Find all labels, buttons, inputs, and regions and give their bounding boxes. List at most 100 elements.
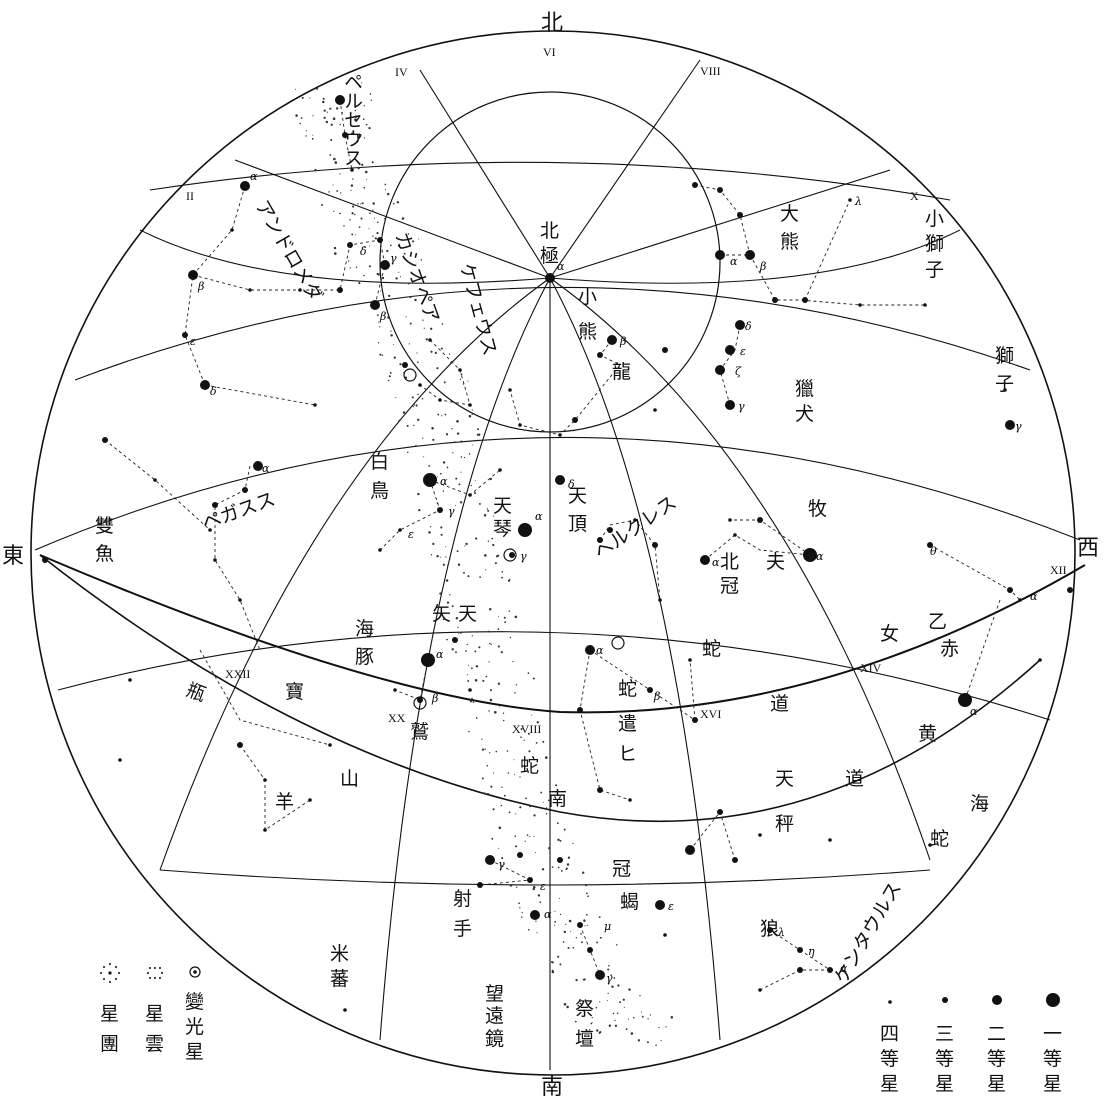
milky-way-dot bbox=[563, 930, 567, 934]
milky-way-dot bbox=[555, 784, 558, 787]
zenith-label-1: 天 bbox=[568, 485, 587, 507]
milky-way-dot bbox=[584, 883, 588, 887]
milky-way-dot bbox=[596, 941, 599, 944]
milky-way-dot bbox=[363, 274, 365, 277]
milky-way-dot bbox=[373, 217, 376, 219]
milky-way-dot bbox=[547, 799, 550, 802]
milky-way-dot bbox=[615, 944, 618, 946]
legend-cluster-label-1: 星 bbox=[100, 1003, 119, 1025]
milky-way-dot bbox=[468, 664, 469, 666]
milky-way-dot bbox=[451, 648, 454, 651]
milky-way-dot bbox=[363, 137, 366, 139]
hydra-label-2: 蛇 bbox=[930, 828, 949, 850]
milky-way-dot bbox=[474, 479, 476, 481]
star-mag2 bbox=[188, 270, 198, 280]
star-mag3 bbox=[347, 242, 353, 248]
milky-way-dot bbox=[497, 628, 500, 631]
hour-label-ii: II bbox=[186, 189, 194, 203]
hour-label-x: X bbox=[910, 189, 919, 203]
milky-way-dot bbox=[527, 732, 530, 735]
milky-way-dot bbox=[417, 492, 420, 496]
milky-way-dot bbox=[563, 828, 566, 831]
milky-way-dot bbox=[434, 351, 437, 355]
milky-way-dot bbox=[495, 555, 499, 558]
milky-way-dot bbox=[466, 643, 468, 646]
legend-nebula-label-1: 星 bbox=[145, 1003, 164, 1025]
milky-way-dot bbox=[490, 643, 492, 645]
milky-way-dot bbox=[420, 259, 423, 261]
milky-way-dot bbox=[379, 353, 382, 356]
milky-way-dot bbox=[417, 418, 420, 421]
milky-way-dot bbox=[479, 576, 481, 578]
star-mag4 bbox=[688, 658, 692, 662]
milky-way-dot bbox=[339, 123, 342, 126]
star-mag2 bbox=[530, 910, 540, 920]
milky-way-dot bbox=[384, 189, 386, 191]
legend-mag3-label-2: 等 bbox=[935, 1048, 954, 1070]
legend-mag4-icon bbox=[888, 1000, 892, 1004]
hour-label-xxii: XXII bbox=[225, 667, 250, 681]
milky-way-dot bbox=[362, 118, 365, 121]
star-mag4 bbox=[248, 288, 252, 292]
milky-way-dot bbox=[358, 282, 361, 285]
milky-way-dot bbox=[381, 276, 385, 280]
milky-way-dot bbox=[646, 1041, 649, 1044]
milky-way-dot bbox=[491, 837, 494, 840]
milky-way-dot bbox=[513, 759, 515, 761]
star-mag3 bbox=[717, 187, 723, 193]
variable-star bbox=[503, 548, 517, 562]
milky-way-dot bbox=[436, 554, 439, 558]
milky-way-dot bbox=[361, 82, 363, 84]
cygnus-label-1: 白 bbox=[370, 451, 389, 473]
milky-way-dot bbox=[459, 378, 462, 380]
sagittarius-label-2: 手 bbox=[453, 918, 472, 940]
milky-way-dot bbox=[628, 1018, 630, 1020]
milky-way-dot bbox=[613, 977, 616, 979]
milky-way-dot bbox=[350, 184, 354, 187]
milky-way-dot bbox=[372, 209, 374, 211]
legend-mag1-label-3: 星 bbox=[1043, 1073, 1062, 1095]
milky-way-dot bbox=[428, 465, 431, 467]
milky-way-dot bbox=[333, 157, 336, 161]
milky-way-dot bbox=[474, 679, 478, 682]
star-mag4 bbox=[1003, 388, 1007, 392]
milky-way-dot bbox=[509, 636, 512, 639]
bootes-label-2: 夫 bbox=[766, 551, 785, 573]
ara-label-1: 祭 bbox=[575, 998, 594, 1020]
star-mag3 bbox=[417, 697, 423, 703]
leo-minor-label-3: 子 bbox=[925, 259, 944, 281]
star-mag4 bbox=[848, 198, 852, 202]
milky-way-dot bbox=[655, 1044, 657, 1046]
milky-way-dot bbox=[387, 316, 390, 319]
milky-way-dot bbox=[475, 717, 478, 719]
milky-way-dot bbox=[501, 570, 504, 573]
milky-way-dot bbox=[614, 1024, 618, 1027]
milky-way-dot bbox=[365, 178, 368, 180]
milky-way-dot bbox=[515, 845, 518, 848]
greek-star-label: α bbox=[535, 510, 543, 523]
milky-way-dot bbox=[460, 456, 463, 458]
milky-way-dot bbox=[464, 545, 466, 547]
ara-label-2: 壇 bbox=[575, 1028, 594, 1050]
milky-way-dot bbox=[599, 1001, 601, 1003]
star-mag3 bbox=[927, 542, 933, 548]
star-mag4 bbox=[733, 533, 737, 537]
delphinus-label-2: 豚 bbox=[355, 646, 374, 668]
milky-way-dot bbox=[566, 1005, 569, 1009]
milky-way-dot bbox=[527, 672, 530, 674]
legend-cluster-label-2: 團 bbox=[100, 1033, 119, 1055]
star-mag4 bbox=[428, 338, 432, 342]
milky-way-dot bbox=[393, 356, 396, 359]
milky-way-dot bbox=[582, 871, 585, 874]
milky-way-dot bbox=[562, 941, 565, 943]
milky-way-dot bbox=[377, 342, 380, 344]
greek-star-label: γ bbox=[448, 505, 455, 518]
greek-star-label: ε bbox=[540, 880, 546, 893]
star-mag3 bbox=[182, 332, 188, 338]
hour-label-viii: VIII bbox=[700, 64, 721, 78]
milky-way-dot bbox=[516, 886, 518, 888]
milky-way-dot bbox=[582, 978, 585, 981]
milky-way-dot bbox=[369, 212, 371, 215]
milky-way-dot bbox=[392, 202, 395, 205]
milky-way-dot bbox=[551, 969, 554, 972]
